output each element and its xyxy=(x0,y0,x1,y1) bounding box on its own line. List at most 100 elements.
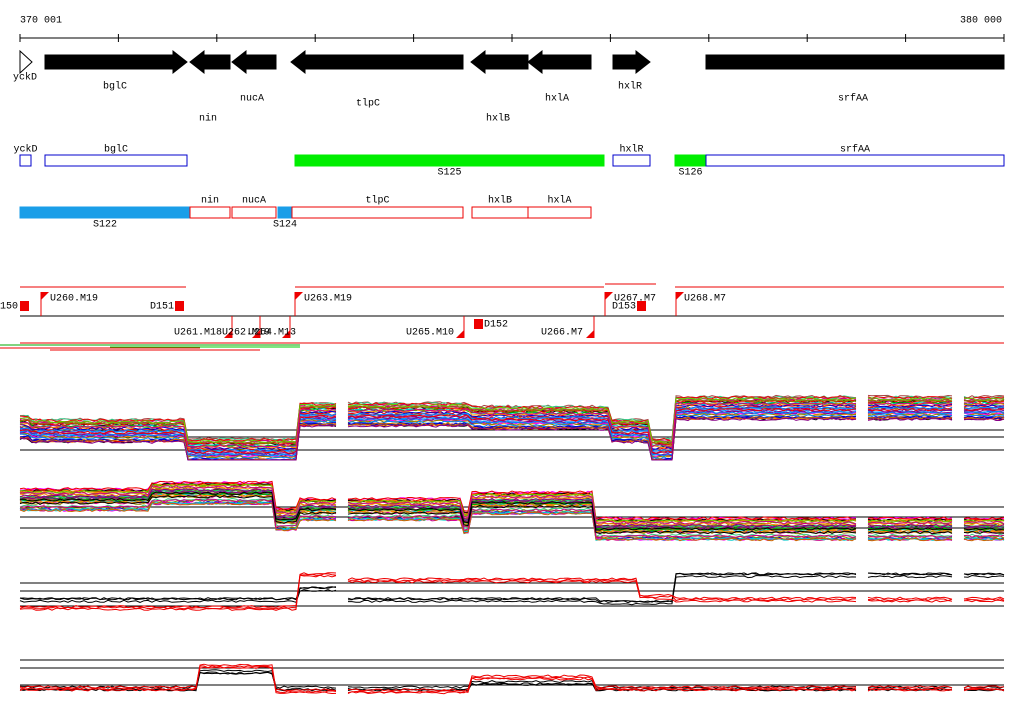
expression-line xyxy=(19,403,1005,450)
expression-line xyxy=(19,414,1005,460)
gene-label: nucA xyxy=(240,94,264,105)
gene-label: srfAA xyxy=(838,93,868,105)
probe-marker xyxy=(20,301,29,311)
expression-line xyxy=(19,401,1005,448)
gene-label: yckD xyxy=(13,72,37,84)
probe-marker xyxy=(676,292,684,300)
gene-arrow xyxy=(612,49,651,75)
probe-label: U268.M7 xyxy=(684,294,726,305)
expression-line xyxy=(19,491,1005,531)
probe-label: U261.M18 xyxy=(174,328,222,339)
feature-box xyxy=(189,206,231,219)
probe-label: D151 xyxy=(150,302,174,313)
feature-box xyxy=(294,154,605,167)
ruler-start: 370 001 xyxy=(20,16,62,27)
feature-label: S125 xyxy=(437,168,461,179)
probe-marker xyxy=(252,330,260,338)
expression-line xyxy=(19,398,1005,445)
gene-arrow xyxy=(470,49,529,75)
gene-arrow xyxy=(19,49,33,75)
feature-box xyxy=(19,206,191,219)
probe-label: 150 xyxy=(0,302,18,313)
expression-line xyxy=(19,410,1005,458)
expression-line xyxy=(19,480,1005,521)
feature-label: S124 xyxy=(273,220,297,231)
expression-line xyxy=(19,397,1005,443)
feature-box xyxy=(527,206,592,219)
expression-line xyxy=(19,501,1005,542)
expression-line xyxy=(19,408,1005,454)
feature-box xyxy=(19,154,32,167)
expression-line xyxy=(19,410,1005,457)
expression-line xyxy=(19,398,1005,445)
expression-line xyxy=(19,417,1005,461)
expression-line xyxy=(19,574,1005,611)
probe-label: U265.M10 xyxy=(406,328,454,339)
probe-marker xyxy=(282,330,290,338)
probe-marker xyxy=(605,292,613,300)
gene-arrow xyxy=(44,49,188,75)
feature-label: S122 xyxy=(93,220,117,231)
gene-arrow xyxy=(290,49,464,75)
feature-label: hxlR xyxy=(619,144,643,156)
probe-label: U263.M19 xyxy=(304,294,352,305)
expression-line xyxy=(19,486,1005,526)
gene-arrow xyxy=(231,49,277,75)
probe-label: U260.M19 xyxy=(50,294,98,305)
expression-line xyxy=(19,573,1005,610)
feature-box xyxy=(277,206,293,219)
feature-label: srfAA xyxy=(840,144,870,156)
gene-arrow xyxy=(705,54,1005,70)
expression-line xyxy=(19,572,1005,609)
expression-line xyxy=(19,663,1005,692)
gene-label: nin xyxy=(199,113,217,125)
probe-marker xyxy=(41,292,49,300)
expression-line xyxy=(19,665,1005,694)
gene-arrow xyxy=(189,49,231,75)
probe-marker xyxy=(295,292,303,300)
probe-label: D152 xyxy=(484,320,508,331)
probe-marker xyxy=(224,330,232,338)
probe-marker xyxy=(637,301,646,311)
gene-arrow xyxy=(527,49,592,75)
gene-label: hxlA xyxy=(545,93,569,105)
gene-label: hxlB xyxy=(486,113,510,125)
probe-marker xyxy=(474,319,483,329)
ruler-end: 380 000 xyxy=(960,16,1002,27)
feature-box xyxy=(612,154,651,167)
expression-line xyxy=(19,666,1005,695)
expression-line xyxy=(19,497,1005,538)
expression-line xyxy=(20,480,1005,521)
probe-label: D153 xyxy=(612,302,636,313)
feature-box xyxy=(705,154,1005,167)
expression-line xyxy=(19,415,1005,461)
feature-label: yckD xyxy=(13,144,37,156)
expression-line xyxy=(19,490,1005,530)
expression-line xyxy=(19,499,1005,539)
feature-box xyxy=(44,154,188,167)
feature-box xyxy=(471,206,529,219)
expression-line xyxy=(19,395,1005,442)
feature-label: bglC xyxy=(104,144,128,156)
probe-label: U264.M13 xyxy=(248,328,296,339)
expression-line xyxy=(19,501,1005,541)
probe-label: U267.M7 xyxy=(614,294,656,305)
expression-line xyxy=(19,483,1005,523)
expression-line xyxy=(19,485,1005,525)
feature-label: hxlA xyxy=(547,195,571,207)
expression-line xyxy=(19,574,1005,606)
expression-line xyxy=(19,406,1005,453)
feature-label: nin xyxy=(201,195,219,207)
gene-label: hxlR xyxy=(618,81,642,93)
probe-label: U266.M7 xyxy=(541,328,583,339)
feature-label: S126 xyxy=(678,168,702,179)
expression-line xyxy=(19,483,1005,523)
feature-label: hxlB xyxy=(488,195,512,207)
probe-marker xyxy=(456,330,464,338)
gene-label: bglC xyxy=(103,81,127,93)
expression-line xyxy=(19,488,1005,528)
probe-marker xyxy=(586,330,594,338)
expression-line xyxy=(19,495,1005,535)
probe-marker xyxy=(175,301,184,311)
feature-box xyxy=(231,206,277,219)
